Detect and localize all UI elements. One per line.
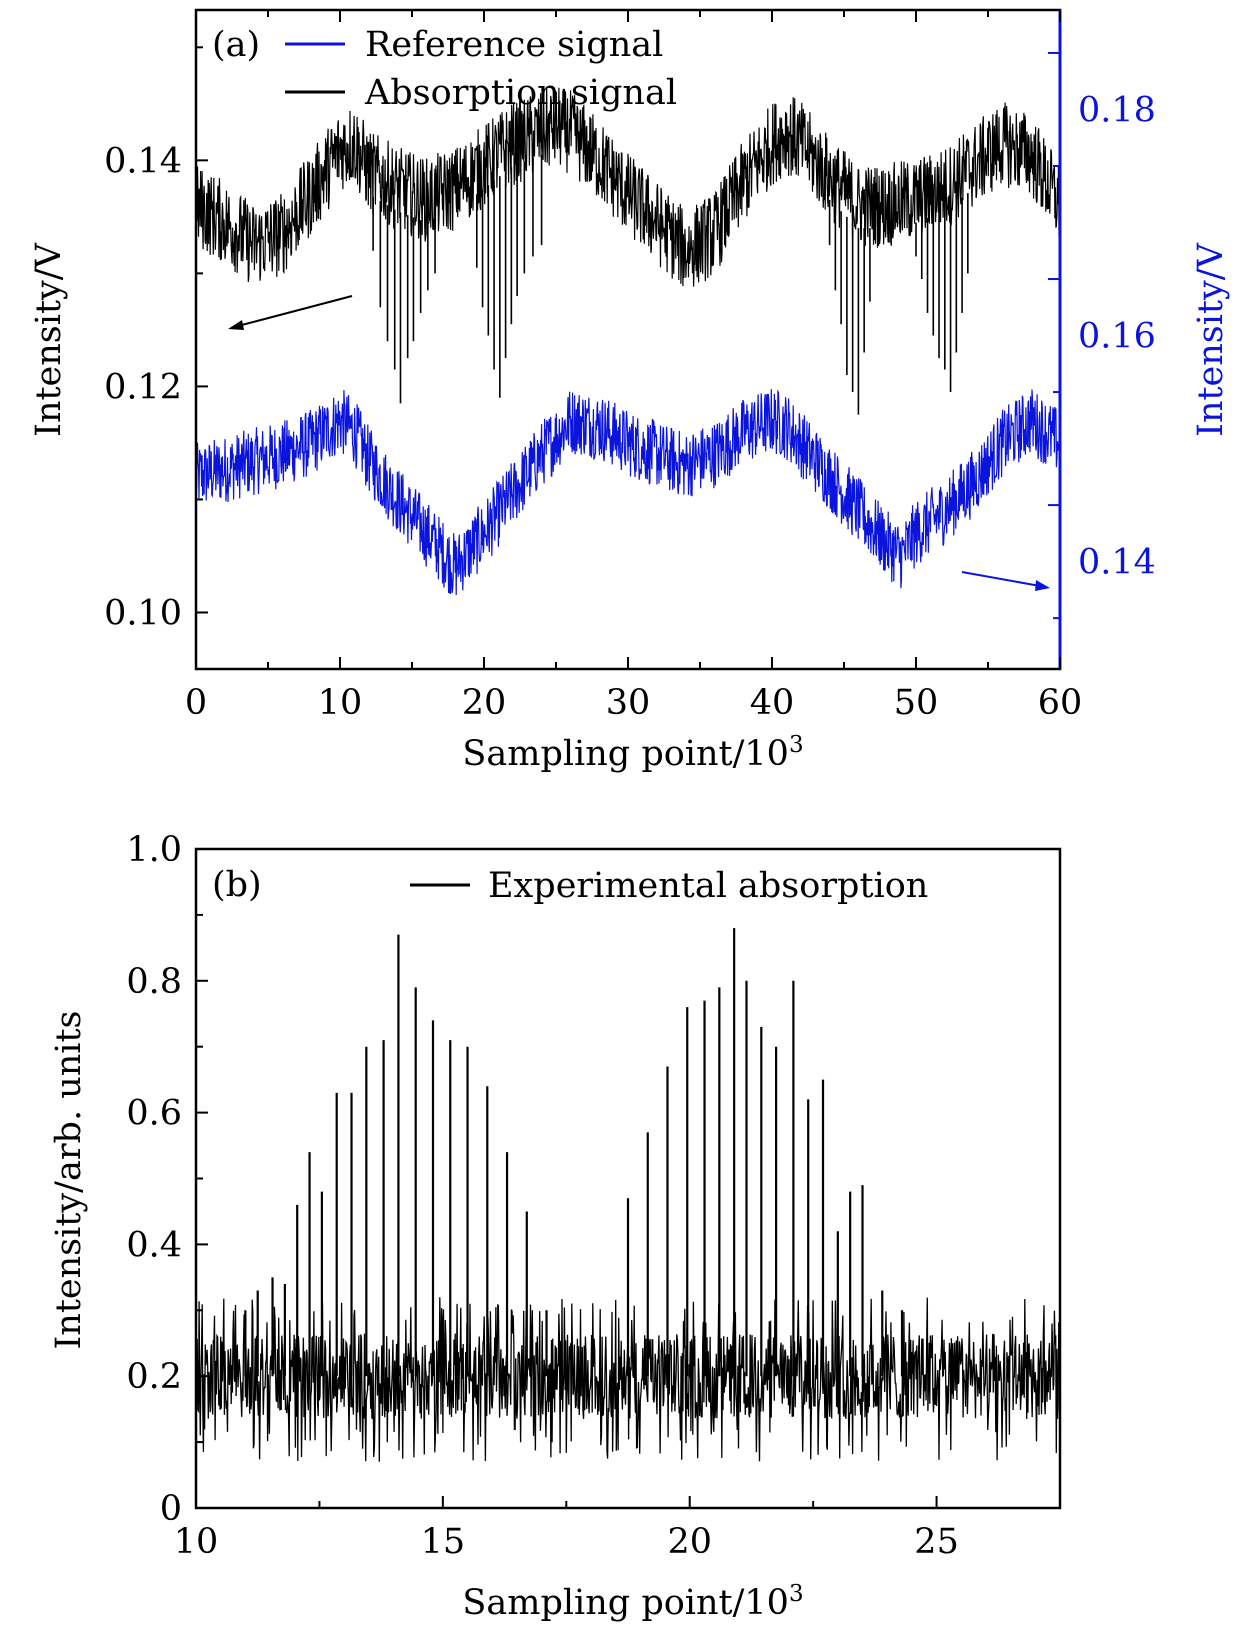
panel-b-label: (b) [212, 865, 262, 905]
y2-tick-label: 0.14 [1078, 543, 1156, 583]
arrow-to-left-axis [228, 295, 353, 330]
panel-a-y-axis-title: Intensity/V [29, 242, 69, 436]
x-tick-label: 60 [1038, 683, 1083, 723]
legend-reference-label: Reference signal [365, 25, 663, 65]
panel-b-y-axis-title: Intensity/arb. units [49, 1010, 89, 1349]
panel-b-x-axis-title: Sampling point/103 [462, 1581, 803, 1623]
series-reference-signal [195, 389, 1061, 596]
x-tick-label: 0 [185, 683, 207, 723]
panel-a-plot-area [195, 87, 1061, 596]
x-tick-label: 20 [667, 1522, 712, 1562]
legend-experimental-label: Experimental absorption [488, 866, 928, 906]
panel-a-label: (a) [212, 25, 260, 65]
y-tick-label: 0 [160, 1489, 182, 1529]
legend-absorption-label: Absorption signal [364, 73, 677, 113]
x-tick-label: 10 [318, 683, 363, 723]
arrow-to-right-axis [961, 571, 1050, 591]
panel-b-ticks [195, 848, 1061, 1509]
x-tick-label: 40 [750, 683, 795, 723]
y2-tick-label: 0.16 [1078, 317, 1156, 357]
panel-a: (a) Reference signal Absorption signal 0… [29, 8, 1231, 774]
panel-b-x-tick-labels: 10 15 20 25 [174, 1522, 959, 1562]
y-tick-label: 1.0 [126, 830, 182, 870]
y-tick-label: 0.14 [104, 141, 182, 181]
panel-a-x-tick-labels: 0 10 20 30 40 50 60 [185, 683, 1082, 723]
panel-b: (b) Experimental absorption 10 15 20 25 0 0.… [49, 830, 1062, 1623]
panel-a-y2-axis-title: Intensity/V [1191, 242, 1231, 436]
x-tick-label: 15 [421, 1522, 466, 1562]
panel-b-plot-area [195, 928, 1061, 1462]
panel-a-y-tick-labels: 0.10 0.12 0.14 [104, 141, 182, 633]
panel-a-legend: Reference signal Absorption signal [285, 25, 677, 113]
x-tick-label: 25 [914, 1522, 959, 1562]
y-tick-label: 0.12 [104, 367, 182, 407]
y-tick-label: 0.2 [126, 1357, 182, 1397]
panel-a-x-axis-title: Sampling point/103 [462, 732, 803, 774]
y-tick-label: 0.8 [126, 962, 182, 1002]
panel-a-ticks [195, 10, 1061, 669]
x-tick-label: 10 [174, 1522, 219, 1562]
y-tick-label: 0.10 [104, 593, 182, 633]
series-absorption-signal [195, 87, 1061, 287]
x-tick-label: 50 [894, 683, 939, 723]
x-tick-label: 20 [462, 683, 507, 723]
panel-b-legend: Experimental absorption [410, 866, 928, 906]
panel-a-y2-tick-labels: 0.14 0.16 0.18 [1078, 90, 1156, 582]
y2-tick-label: 0.18 [1078, 90, 1156, 130]
panel-b-y-tick-labels: 0 0.2 0.4 0.6 0.8 1.0 [126, 830, 182, 1529]
y-tick-label: 0.6 [126, 1094, 182, 1134]
x-tick-label: 30 [606, 683, 651, 723]
y-tick-label: 0.4 [126, 1225, 182, 1265]
